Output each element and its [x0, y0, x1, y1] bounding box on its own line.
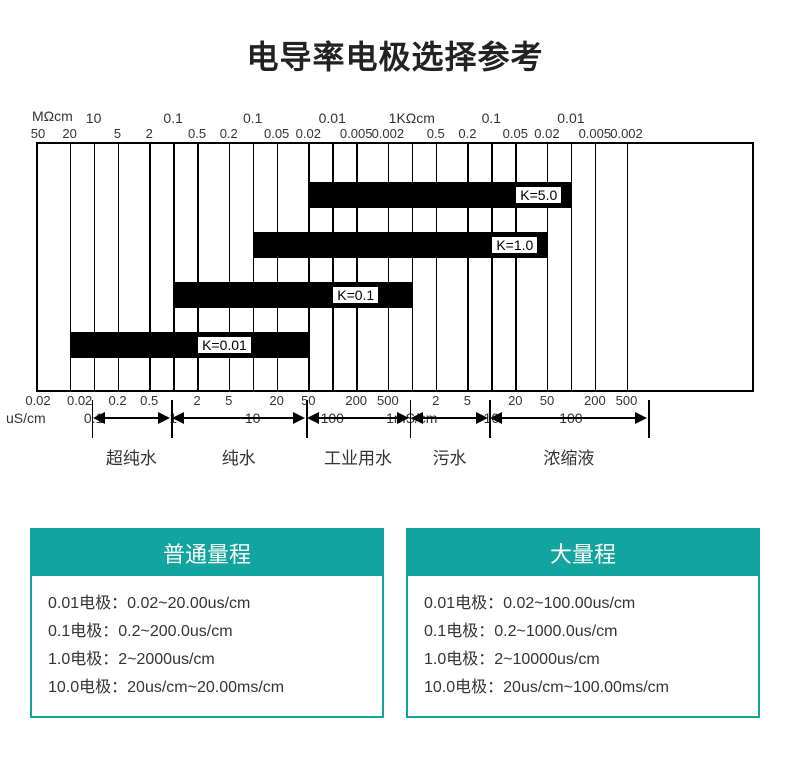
top-tick-minor: 0.05 — [264, 126, 289, 141]
arrow-left-icon — [411, 412, 423, 424]
electrode-range-label: K=0.1 — [332, 286, 379, 304]
top-tick-minor: 20 — [62, 126, 76, 141]
top-tick-minor: 0.002 — [610, 126, 643, 141]
range-spec-line: 0.1电极：0.2~1000.0us/cm — [424, 618, 742, 646]
top-tick-major: 0.01 — [557, 110, 584, 126]
category-arrow-line — [501, 417, 636, 419]
top-tick-minor: 0.5 — [427, 126, 445, 141]
category-divider — [648, 400, 650, 438]
category-label: 浓缩液 — [543, 444, 594, 469]
top-tick-minor: 50 — [31, 126, 45, 141]
category-arrow-line — [318, 417, 397, 419]
arrow-right-icon — [635, 412, 647, 424]
range-box-body: 0.01电极：0.02~100.00us/cm0.1电极：0.2~1000.0u… — [408, 576, 758, 716]
water-category-row: 超纯水 纯水 工业用水 污水 浓缩液 — [30, 400, 760, 470]
range-spec-line: 10.0电极：20us/cm~20.00ms/cm — [48, 674, 366, 702]
category-arrow-line — [104, 417, 160, 419]
top-tick-minor: 0.05 — [503, 126, 528, 141]
gridline — [308, 144, 310, 390]
gridline — [388, 144, 390, 390]
category-label: 纯水 — [222, 444, 256, 469]
range-spec-line: 1.0电极：2~2000us/cm — [48, 646, 366, 674]
electrode-range-label: K=1.0 — [491, 236, 538, 254]
top-tick-major: 10 — [86, 110, 102, 126]
range-spec-box: 大量程0.01电极：0.02~100.00us/cm0.1电极：0.2~1000… — [406, 528, 760, 718]
electrode-chart: MΩcm 1KΩcm 10 0.1 0.1 0.01 0.1 0.01 50 20 5 2 0.5 0.2… — [30, 106, 760, 444]
range-spec-boxes: 普通量程0.01电极：0.02~20.00us/cm0.1电极：0.2~200.… — [30, 528, 760, 718]
range-spec-line: 1.0电极：2~10000us/cm — [424, 646, 742, 674]
top-tick-minor: 0.2 — [458, 126, 476, 141]
top-tick-minor: 0.002 — [372, 126, 405, 141]
top-tick-minor: 0.005 — [340, 126, 373, 141]
arrow-left-icon — [172, 412, 184, 424]
gridline — [491, 144, 493, 390]
range-box-body: 0.01电极：0.02~20.00us/cm0.1电极：0.2~200.0us/… — [32, 576, 382, 716]
gridline — [571, 144, 573, 390]
top-tick-major: 0.1 — [163, 110, 182, 126]
category-label: 工业用水 — [324, 444, 392, 469]
electrode-range-label: K=5.0 — [515, 186, 562, 204]
arrow-left-icon — [490, 412, 502, 424]
top-tick-minor: 0.005 — [579, 126, 612, 141]
range-box-title: 大量程 — [408, 530, 758, 576]
top-tick-minor: 0.2 — [220, 126, 238, 141]
gridline — [332, 144, 334, 390]
gridline — [356, 144, 358, 390]
gridline — [412, 144, 414, 390]
category-label: 污水 — [433, 444, 467, 469]
gridline — [515, 144, 517, 390]
electrode-range-label: K=0.01 — [197, 336, 252, 354]
electrode-range-bar: K=1.0 — [253, 232, 547, 258]
top-tick-major: 0.1 — [482, 110, 501, 126]
gridline — [627, 144, 629, 390]
electrode-range-bar: K=5.0 — [308, 182, 571, 208]
arrow-right-icon — [397, 412, 409, 424]
top-tick-major: 0.1 — [243, 110, 262, 126]
top-tick-minor: 2 — [146, 126, 153, 141]
gridline — [467, 144, 469, 390]
top-unit-kohm: 1KΩcm — [389, 110, 435, 126]
arrow-left-icon — [93, 412, 105, 424]
range-spec-box: 普通量程0.01电极：0.02~20.00us/cm0.1电极：0.2~200.… — [30, 528, 384, 718]
gridline — [547, 144, 549, 390]
electrode-range-bar: K=0.01 — [70, 332, 309, 358]
top-tick-minor: 0.5 — [188, 126, 206, 141]
arrow-right-icon — [293, 412, 305, 424]
category-arrow-line — [183, 417, 294, 419]
top-tick-minor: 0.02 — [296, 126, 321, 141]
range-spec-line: 10.0电极：20us/cm~100.00ms/cm — [424, 674, 742, 702]
category-arrow-line — [422, 417, 478, 419]
page-title: 电导率电极选择参考 — [0, 0, 790, 78]
arrow-right-icon — [476, 412, 488, 424]
gridline — [595, 144, 597, 390]
top-tick-minor: 5 — [114, 126, 121, 141]
range-box-title: 普通量程 — [32, 530, 382, 576]
arrow-right-icon — [158, 412, 170, 424]
top-tick-minor: 0.02 — [534, 126, 559, 141]
arrow-left-icon — [307, 412, 319, 424]
gridline — [436, 144, 438, 390]
top-tick-major: 0.01 — [319, 110, 346, 126]
range-spec-line: 0.01电极：0.02~20.00us/cm — [48, 590, 366, 618]
electrode-range-bar: K=0.1 — [173, 282, 412, 308]
top-unit-mohm: MΩcm — [32, 108, 73, 124]
category-label: 超纯水 — [106, 444, 157, 469]
range-spec-line: 0.1电极：0.2~200.0us/cm — [48, 618, 366, 646]
range-spec-line: 0.01电极：0.02~100.00us/cm — [424, 590, 742, 618]
